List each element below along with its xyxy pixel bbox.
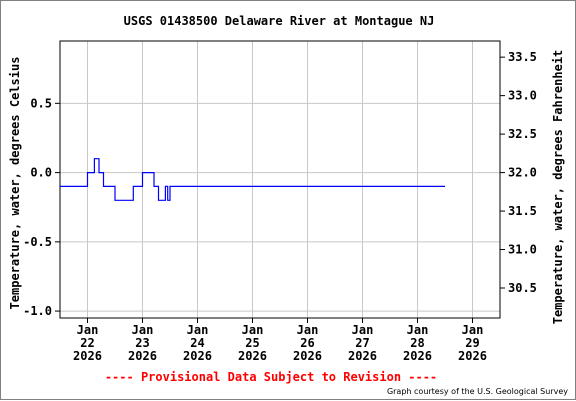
x-tick-day: 24 <box>190 336 204 350</box>
x-tick-day: 25 <box>245 336 259 350</box>
x-tick-day: 27 <box>355 336 369 350</box>
provisional-notice: ---- Provisional Data Subject to Revisio… <box>105 370 437 384</box>
right-tick-label: 32.0 <box>508 166 537 180</box>
x-tick-day: 23 <box>135 336 149 350</box>
right-tick-label: 32.5 <box>508 127 537 141</box>
x-tick-month: Jan <box>407 323 429 337</box>
x-axis-ticks: Jan222026Jan232026Jan242026Jan252026Jan2… <box>73 318 487 363</box>
plot-area <box>59 40 501 319</box>
x-tick-month: Jan <box>187 323 209 337</box>
x-tick-year: 2026 <box>293 349 322 363</box>
right-tick-label: 31.5 <box>508 204 537 218</box>
x-tick-day: 29 <box>465 336 479 350</box>
x-tick-month: Jan <box>242 323 264 337</box>
x-tick-month: Jan <box>297 323 319 337</box>
left-tick-label: -1.0 <box>23 304 52 318</box>
chart-title: USGS 01438500 Delaware River at Montague… <box>124 14 435 28</box>
x-tick-month: Jan <box>77 323 99 337</box>
right-tick-label: 33.5 <box>508 50 537 64</box>
left-tick-label: 0.0 <box>30 166 52 180</box>
x-tick-day: 26 <box>300 336 314 350</box>
series-group <box>60 158 445 201</box>
right-tick-label: 33.0 <box>508 89 537 103</box>
right-tick-label: 31.0 <box>508 243 537 257</box>
x-tick-month: Jan <box>352 323 374 337</box>
usgs-credit: Graph courtesy of the U.S. Geological Su… <box>387 387 568 396</box>
x-tick-day: 22 <box>80 336 94 350</box>
x-tick-year: 2026 <box>458 349 487 363</box>
x-tick-year: 2026 <box>73 349 102 363</box>
grid-lines <box>60 41 500 318</box>
x-tick-year: 2026 <box>403 349 432 363</box>
x-tick-year: 2026 <box>348 349 377 363</box>
y-axis-label-right: Temperature, water, degrees Fahrenheit <box>551 50 565 325</box>
x-tick-year: 2026 <box>128 349 157 363</box>
left-axis-ticks: 0.5 0.0 -0.5 -1.0 <box>23 96 60 318</box>
x-tick-year: 2026 <box>183 349 212 363</box>
right-axis-ticks: 33.5 33.0 32.5 32.0 31.5 31.0 30.5 <box>500 50 537 295</box>
x-tick-month: Jan <box>132 323 154 337</box>
x-tick-year: 2026 <box>238 349 267 363</box>
x-tick-day: 28 <box>410 336 424 350</box>
x-tick-month: Jan <box>462 323 484 337</box>
series-line <box>60 158 445 201</box>
left-tick-label: 0.5 <box>30 96 52 110</box>
left-tick-label: -0.5 <box>23 235 52 249</box>
y-axis-label-left: Temperature, water, degrees Celsius <box>8 57 22 310</box>
right-tick-label: 30.5 <box>508 281 537 295</box>
